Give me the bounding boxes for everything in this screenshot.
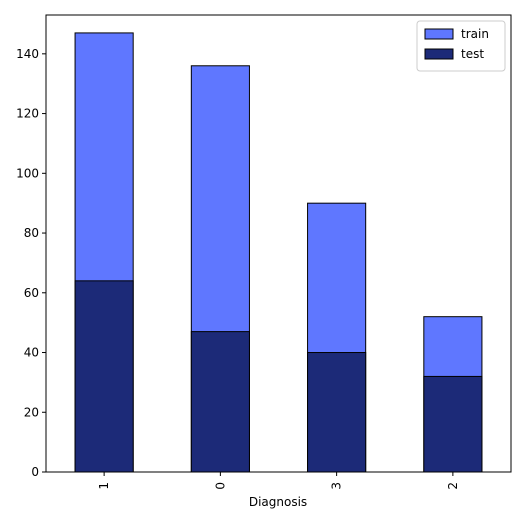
y-tick-label: 60 — [24, 286, 39, 300]
y-tick-label: 20 — [24, 405, 39, 419]
bar — [307, 352, 367, 473]
legend-label: test — [461, 47, 484, 61]
y-tick-label: 0 — [31, 465, 39, 479]
bar — [423, 375, 483, 473]
y-tick-label: 120 — [16, 107, 39, 121]
x-tick-label: 0 — [213, 482, 227, 490]
y-tick-label: 100 — [16, 166, 39, 180]
legend-swatch — [424, 28, 454, 40]
plot-frame — [45, 14, 512, 473]
y-tick-label: 80 — [24, 226, 39, 240]
x-tick-label: 2 — [446, 482, 460, 490]
x-axis-label: Diagnosis — [249, 495, 307, 509]
legend-label: train — [461, 27, 489, 41]
x-tick-label: 1 — [97, 482, 111, 490]
x-tick-label: 3 — [330, 482, 344, 490]
y-tick-label: 140 — [16, 47, 39, 61]
y-tick-label: 40 — [24, 346, 39, 360]
bar — [190, 331, 250, 473]
bar — [74, 280, 134, 473]
legend-swatch — [424, 48, 454, 60]
